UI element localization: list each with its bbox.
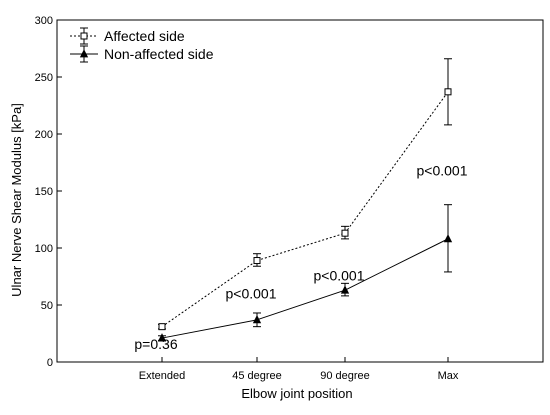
- data-point: [340, 285, 350, 294]
- series-non-affected: [157, 204, 453, 342]
- p-value-annotation: p<0.001: [226, 286, 277, 302]
- y-axis-title: Ulnar Nerve Shear Modulus [kPa]: [9, 103, 24, 297]
- annotations: p=0.36 p<0.001 p<0.001 p<0.001: [134, 162, 467, 351]
- y-tick-label: 150: [35, 186, 53, 198]
- legend-label: Non-affected side: [104, 46, 214, 62]
- y-tick-label: 50: [41, 300, 53, 312]
- p-value-annotation: p<0.001: [314, 267, 365, 283]
- series-layer: [157, 58, 453, 342]
- data-point: [444, 88, 452, 96]
- x-tick-label: 45 degree: [232, 370, 282, 382]
- data-point: [157, 333, 167, 342]
- legend-item: Non-affected side: [70, 45, 214, 63]
- y-tick-label: 0: [47, 357, 53, 369]
- data-point: [443, 233, 453, 243]
- y-tick-label: 100: [35, 243, 53, 255]
- data-point: [252, 314, 262, 324]
- legend-marker: [79, 49, 89, 58]
- p-value-annotation: p=0.36: [134, 336, 177, 352]
- legend-label: Affected side: [104, 28, 185, 44]
- legend: Affected side Non-affected side: [70, 27, 214, 63]
- p-value-annotation: p<0.001: [417, 162, 468, 178]
- x-tick-label: 90 degree: [320, 370, 370, 382]
- legend-item: Affected side: [70, 27, 185, 45]
- data-point: [158, 323, 166, 331]
- x-tick-label: Max: [438, 370, 459, 382]
- series-line: [161, 238, 449, 339]
- data-point: [341, 229, 349, 237]
- series-line: [161, 91, 449, 328]
- legend-marker: [80, 32, 88, 40]
- data-point: [253, 257, 261, 265]
- y-tick-label: 200: [35, 129, 53, 141]
- series-affected: [158, 58, 452, 331]
- plot-frame: [56, 19, 544, 363]
- x-axis-title: Elbow joint position: [241, 386, 352, 401]
- y-tick-label: 250: [35, 72, 53, 84]
- y-tick-label: 300: [35, 15, 53, 27]
- x-tick-label: Extended: [139, 370, 185, 382]
- axis-ticks: 0 50 100 150 200 250 300 Extended 45 degree 90 de…: [35, 15, 459, 382]
- axes: [56, 19, 544, 363]
